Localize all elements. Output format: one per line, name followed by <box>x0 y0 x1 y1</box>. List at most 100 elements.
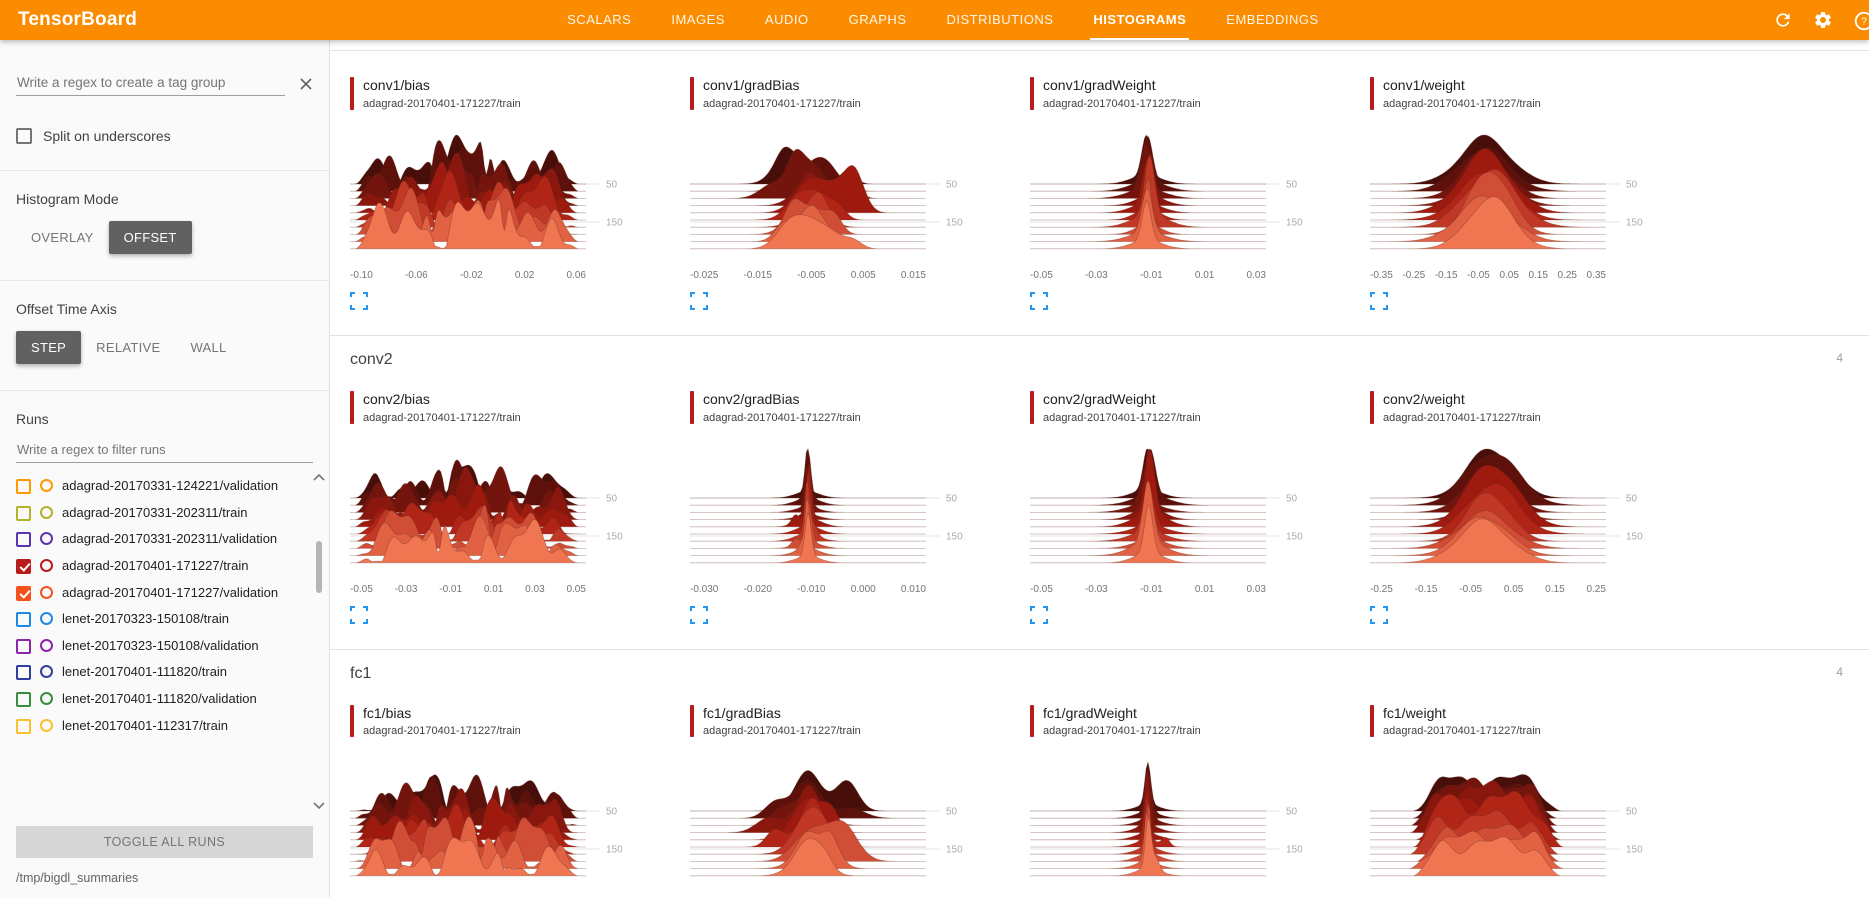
histogram-chart[interactable]: 50 150 <box>1030 444 1320 576</box>
x-tick: -0.01 <box>1139 269 1163 281</box>
run-checkbox[interactable] <box>16 505 31 521</box>
run-radio[interactable] <box>40 585 53 599</box>
relative-button[interactable]: RELATIVE <box>81 331 175 364</box>
run-checkbox[interactable] <box>16 479 31 494</box>
scrollbar-thumb[interactable] <box>316 541 322 593</box>
tab-embeddings[interactable]: EMBEDDINGS <box>1223 0 1321 40</box>
run-item[interactable]: lenet-20170401-111820/validation <box>0 686 309 713</box>
settings-icon[interactable] <box>1813 10 1833 30</box>
run-checkbox[interactable] <box>16 612 31 628</box>
run-label: adagrad-20170331-124221/validation <box>62 478 279 493</box>
scroll-up-icon[interactable] <box>312 471 326 483</box>
histogram-chart[interactable]: 50 150 <box>1030 130 1320 262</box>
histogram-chart[interactable]: 50 150 <box>1370 757 1660 889</box>
histogram-chart[interactable]: 50 150 <box>1370 130 1660 262</box>
run-regex-input[interactable] <box>16 439 313 463</box>
histogram-card: fc1/gradWeight adagrad-20170401-171227/t… <box>1030 704 1328 897</box>
tab-label: GRAPHS <box>848 11 907 27</box>
dashboard: conv1/bias adagrad-20170401-171227/train… <box>330 40 1869 897</box>
run-item[interactable]: lenet-20170401-112317/train <box>0 713 309 740</box>
run-radio[interactable] <box>40 479 53 492</box>
tab-scalars[interactable]: SCALARS <box>564 0 634 40</box>
expand-icon[interactable] <box>690 605 708 624</box>
run-radio[interactable] <box>40 612 53 626</box>
run-item[interactable]: adagrad-20170331-202311/validation <box>0 526 309 553</box>
run-item[interactable]: lenet-20170401-111820/train <box>0 659 309 686</box>
tab-distributions[interactable]: DISTRIBUTIONS <box>944 0 1057 40</box>
run-item[interactable]: adagrad-20170401-171227/validation <box>0 580 309 607</box>
x-tick: 0.03 <box>1246 269 1266 281</box>
svg-text:50: 50 <box>606 179 618 190</box>
tab-histograms[interactable]: HISTOGRAMS <box>1090 0 1190 40</box>
histogram-chart[interactable]: 50 150 <box>690 130 980 262</box>
svg-text:150: 150 <box>1286 531 1303 542</box>
refresh-icon[interactable] <box>1773 10 1793 30</box>
histogram-chart[interactable]: 50 150 <box>690 444 980 576</box>
run-radio[interactable] <box>40 532 53 546</box>
run-radio[interactable] <box>40 505 53 519</box>
overlay-button[interactable]: OVERLAY <box>16 221 109 254</box>
close-icon[interactable] <box>297 75 315 93</box>
expand-icon[interactable] <box>350 605 368 624</box>
help-icon[interactable]: ? <box>1853 10 1869 31</box>
scroll-down-icon[interactable] <box>312 800 326 812</box>
run-item[interactable]: lenet-20170323-150108/validation <box>0 633 309 660</box>
run-checkbox[interactable] <box>16 718 31 734</box>
svg-text:50: 50 <box>606 807 618 818</box>
expand-icon[interactable] <box>1030 291 1048 310</box>
run-radio[interactable] <box>40 718 53 732</box>
run-item[interactable]: adagrad-20170331-124221/validation <box>0 473 309 500</box>
runs-section: Runs adagrad-20170331-124221/validation … <box>0 390 329 897</box>
x-axis-ticks: -0.05 -0.03 -0.01 0.01 0.03 0.05 <box>350 584 586 595</box>
offset-button[interactable]: OFFSET <box>108 221 192 254</box>
expand-icon[interactable] <box>1030 605 1048 624</box>
split-checkbox[interactable] <box>16 128 32 144</box>
section-header[interactable]: conv2 4 <box>330 336 1869 369</box>
histogram-chart[interactable]: 50 150 <box>350 757 640 889</box>
tab-images[interactable]: IMAGES <box>668 0 728 40</box>
x-tick: -0.030 <box>690 583 719 595</box>
expand-icon[interactable] <box>690 291 708 310</box>
tab-audio[interactable]: AUDIO <box>762 0 812 40</box>
run-item[interactable]: adagrad-20170331-202311/train <box>0 500 309 527</box>
card-run: adagrad-20170401-171227/train <box>363 97 521 110</box>
run-label: adagrad-20170401-171227/validation <box>62 584 279 600</box>
step-button[interactable]: STEP <box>16 331 82 364</box>
run-item[interactable]: adagrad-20170401-171227/train <box>0 553 309 580</box>
run-item[interactable]: lenet-20170323-150108/train <box>0 606 309 633</box>
runs-label: Runs <box>16 411 49 427</box>
run-radio[interactable] <box>40 665 53 679</box>
toggle-all-runs-button[interactable]: TOGGLE ALL RUNS <box>16 826 313 858</box>
expand-icon[interactable] <box>350 291 368 310</box>
run-checkbox[interactable] <box>16 585 31 601</box>
run-radio[interactable] <box>40 692 53 705</box>
scrollbar-track[interactable] <box>316 483 322 800</box>
run-checkbox[interactable] <box>16 558 31 574</box>
histogram-chart[interactable]: 50 150 <box>690 757 980 889</box>
histogram-chart[interactable]: 50 150 <box>350 444 640 576</box>
tag-regex-input[interactable] <box>16 72 285 96</box>
run-checkbox[interactable] <box>16 638 31 654</box>
svg-text:50: 50 <box>1286 493 1298 504</box>
histogram-chart[interactable]: 50 150 <box>350 130 640 262</box>
histogram-chart[interactable]: 50 150 <box>1370 444 1660 576</box>
histogram-card: conv1/weight adagrad-20170401-171227/tra… <box>1370 77 1668 315</box>
expand-icon[interactable] <box>1370 291 1388 310</box>
run-checkbox[interactable] <box>16 532 31 548</box>
x-axis-ticks: -0.10 -0.06 -0.02 0.02 0.06 <box>350 270 586 281</box>
tab-graphs[interactable]: GRAPHS <box>846 0 910 40</box>
histogram-chart[interactable]: 50 150 <box>1030 757 1320 889</box>
histogram-card: conv2/weight adagrad-20170401-171227/tra… <box>1370 390 1668 629</box>
split-checkbox-label: Split on underscores <box>43 128 171 144</box>
run-radio[interactable] <box>40 558 53 572</box>
section-header[interactable]: fc1 4 <box>330 650 1869 683</box>
x-tick: 0.005 <box>850 269 876 281</box>
runs-scrollbar[interactable] <box>312 471 326 812</box>
split-on-underscores-row[interactable]: Split on underscores <box>16 128 313 144</box>
x-tick: 0.15 <box>1545 583 1565 595</box>
run-checkbox[interactable] <box>16 692 31 707</box>
wall-button[interactable]: WALL <box>175 331 241 364</box>
run-checkbox[interactable] <box>16 665 31 681</box>
expand-icon[interactable] <box>1370 605 1388 624</box>
run-radio[interactable] <box>40 638 53 652</box>
